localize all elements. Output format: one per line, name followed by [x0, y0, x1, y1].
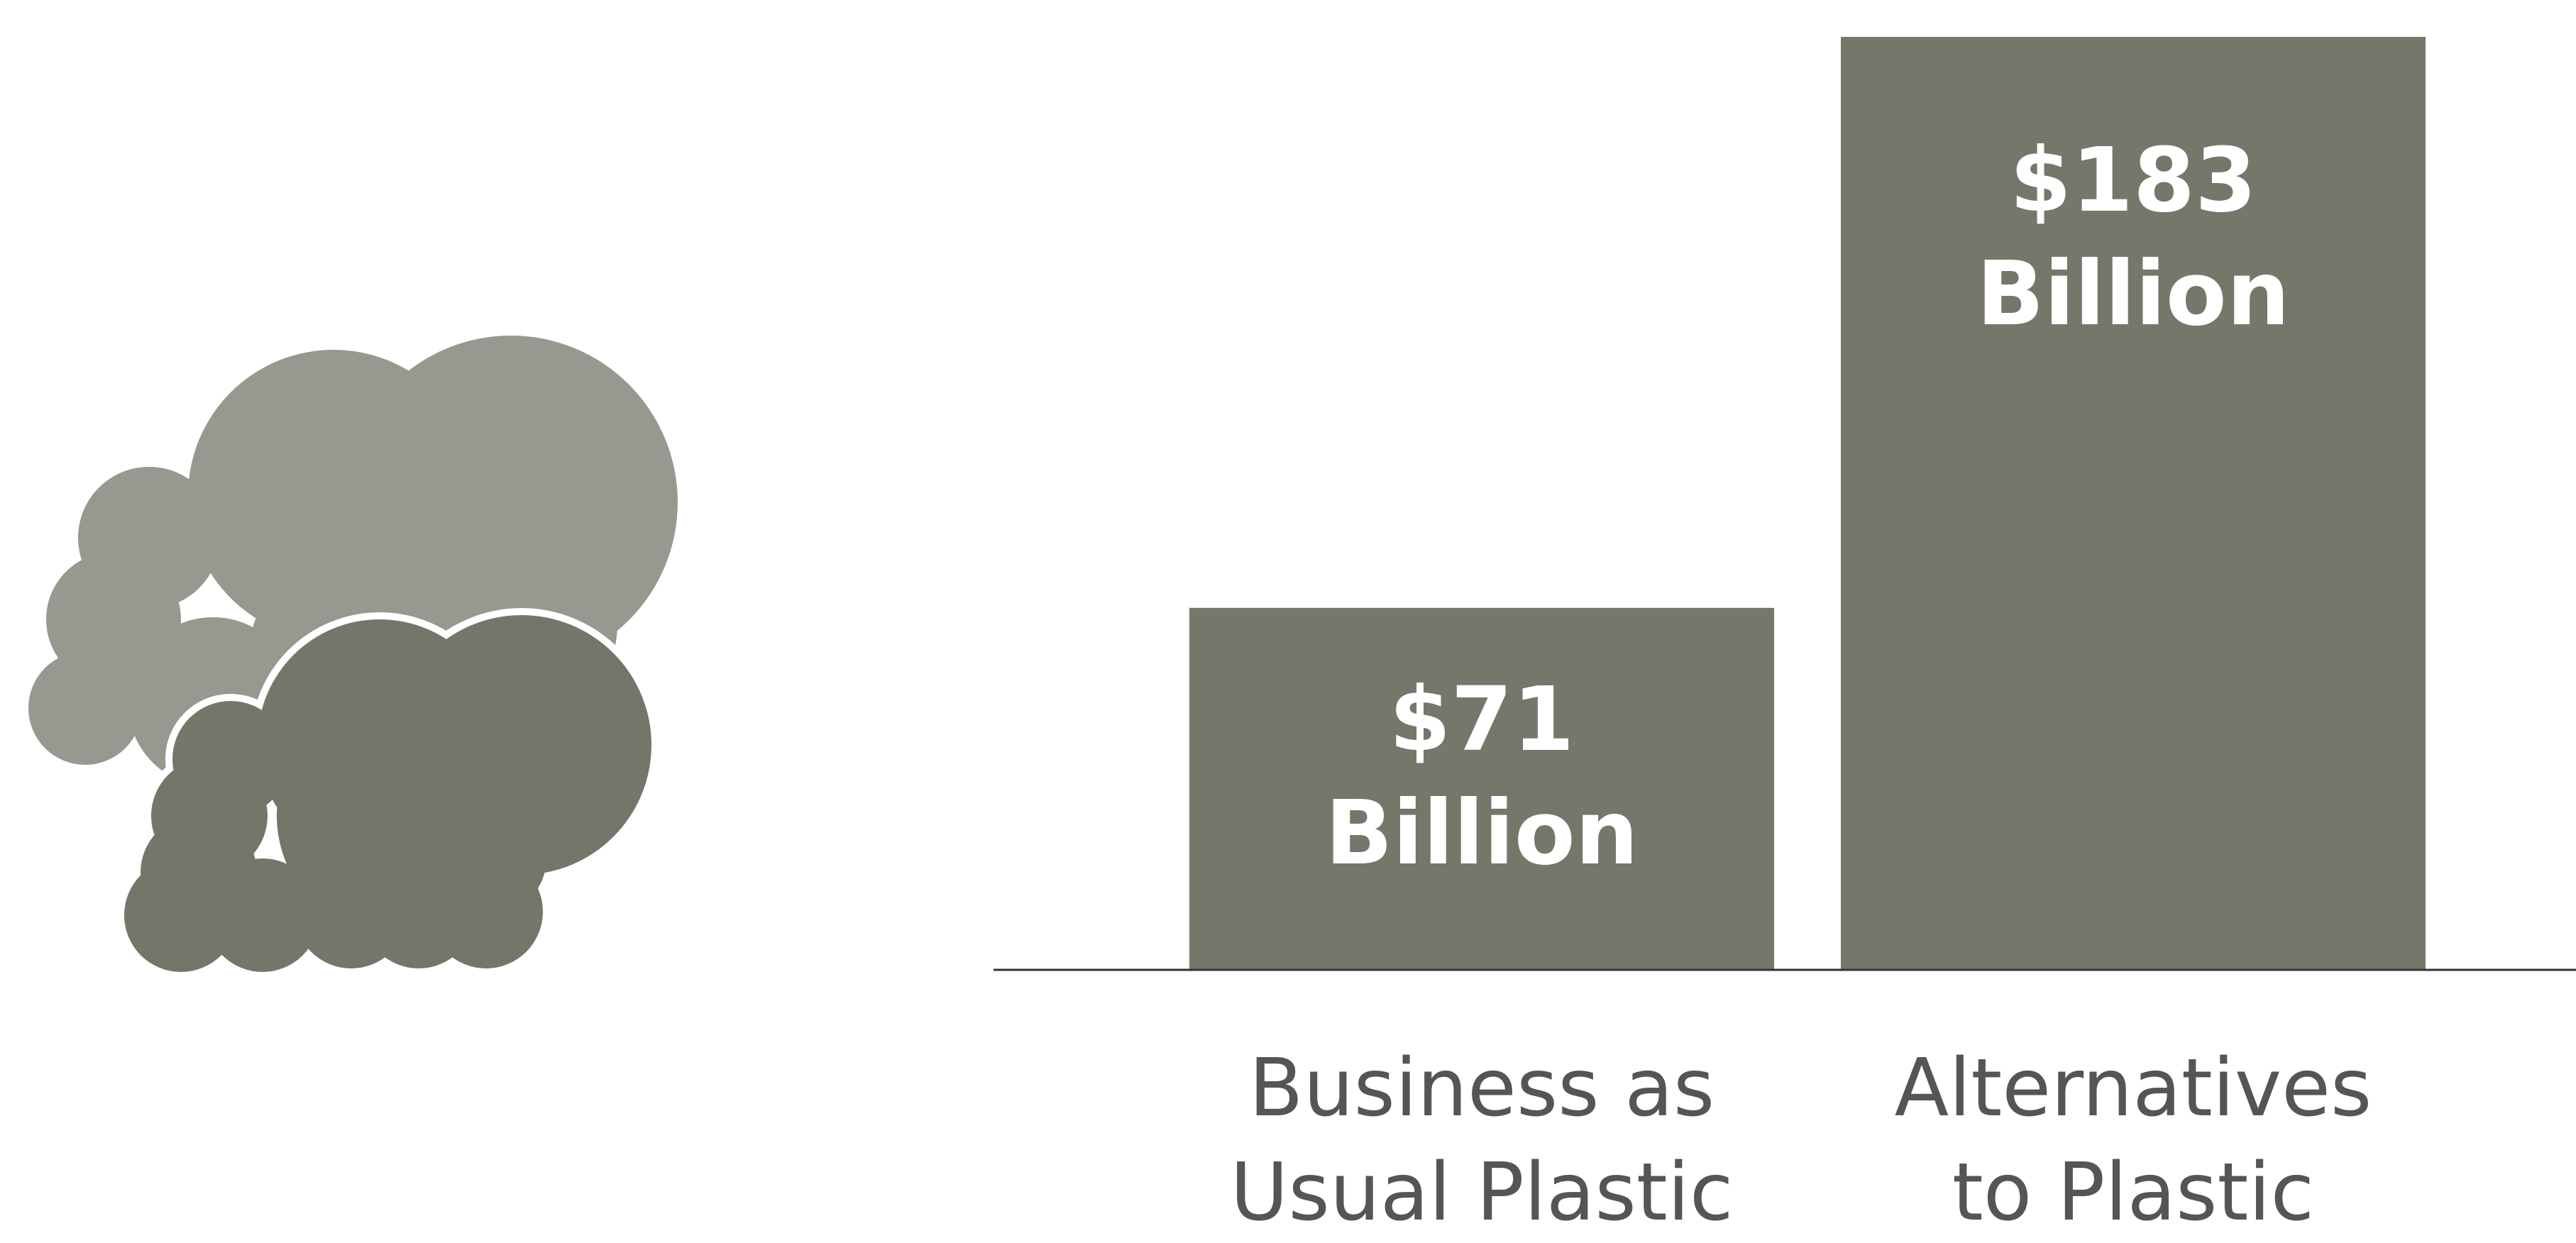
bars-group [1189, 37, 2426, 970]
category-label: to Plastic [1952, 1147, 2314, 1239]
bar-2 [1841, 37, 2426, 970]
category-label: Alternatives [1895, 1042, 2372, 1134]
bar-value-label: Billion [1325, 782, 1639, 885]
bar-1 [1189, 607, 1774, 970]
bar-value-label: $183 [2010, 129, 2257, 232]
category-labels-group: Business as Usual Plastic Alternatives to P… [1231, 1042, 2372, 1239]
value-labels-group: $71 Billion $183 Billion [1325, 129, 2290, 885]
bar-value-label: Billion [1976, 243, 2290, 346]
category-label: Usual Plastic [1231, 1147, 1734, 1239]
category-label: Business as [1249, 1042, 1714, 1134]
front-cloud [124, 615, 651, 972]
bar-value-label: $71 [1389, 668, 1575, 771]
smoke-clouds-icon [28, 336, 678, 979]
